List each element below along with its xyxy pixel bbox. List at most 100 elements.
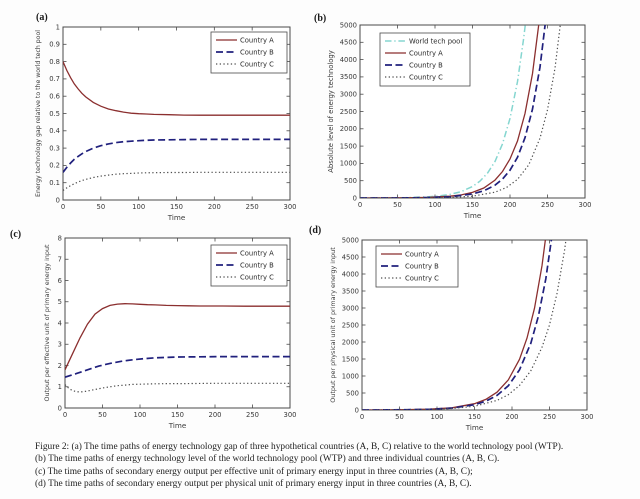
series-country-b bbox=[65, 355, 290, 379]
x-axis-label: Time bbox=[465, 423, 484, 432]
x-tick-label: 300 bbox=[284, 411, 297, 419]
y-tick-label: 3500 bbox=[342, 287, 359, 295]
x-tick-label: 0 bbox=[360, 413, 364, 421]
y-tick-label: 0.4 bbox=[49, 127, 60, 135]
x-tick-label: 100 bbox=[431, 413, 444, 421]
panel-label-a: (a) bbox=[36, 12, 48, 23]
caption-line-3: (c) The time paths of secondary energy o… bbox=[35, 466, 473, 477]
legend-box bbox=[375, 245, 459, 288]
y-tick-label: 0.2 bbox=[49, 162, 60, 170]
legend: World tech pool Country A Country B Country… bbox=[379, 32, 471, 87]
legend-label: Country A bbox=[409, 49, 443, 57]
x-axis-label: Time bbox=[463, 211, 482, 220]
x-tick-label: 100 bbox=[429, 201, 442, 209]
legend-label: Country A bbox=[405, 250, 439, 258]
legend: Country A Country B Country C bbox=[210, 31, 288, 74]
y-tick-label: 2000 bbox=[342, 338, 359, 346]
x-tick-label: 50 bbox=[395, 413, 404, 421]
y-tick-label: 7 bbox=[58, 256, 62, 264]
chart-a: 0 50 100 150 200 250 300 0 0.1 0.2 0.3 0.4 0.5 0.6 0.7… bbox=[0, 0, 320, 228]
x-tick-label: 150 bbox=[171, 411, 184, 419]
tick-marks bbox=[62, 26, 291, 201]
y-tick-label: 3000 bbox=[340, 91, 357, 99]
y-tick-label: 0.7 bbox=[49, 75, 60, 83]
legend-label: Country C bbox=[240, 60, 274, 68]
y-tick-label: 5000 bbox=[340, 21, 357, 29]
x-tick-label: 200 bbox=[208, 203, 221, 211]
x-tick-label: 200 bbox=[504, 201, 517, 209]
x-tick-label: 250 bbox=[246, 203, 259, 211]
y-tick-label: 6 bbox=[58, 277, 62, 285]
x-tick-label: 200 bbox=[506, 413, 519, 421]
legend-label: Country B bbox=[409, 61, 443, 69]
y-tick-label: 500 bbox=[344, 177, 357, 185]
series-country-a bbox=[65, 303, 290, 371]
x-tick-label: 0 bbox=[63, 411, 67, 419]
panel-label-d: (d) bbox=[309, 225, 322, 236]
x-axis-label: Time bbox=[168, 421, 187, 430]
x-tick-label: 150 bbox=[468, 413, 481, 421]
x-tick-label: 50 bbox=[98, 411, 107, 419]
y-tick-label: 0 bbox=[56, 196, 60, 204]
y-tick-label: 2 bbox=[58, 362, 62, 370]
series-group bbox=[63, 61, 290, 191]
y-tick-label: 0.3 bbox=[49, 144, 60, 152]
x-tick-label: 150 bbox=[170, 203, 183, 211]
x-tick-label: 100 bbox=[134, 411, 147, 419]
legend-label: Country A bbox=[240, 36, 274, 44]
series-group bbox=[360, 25, 561, 198]
x-tick-label: 0 bbox=[358, 201, 362, 209]
caption-line-2: (b) The time paths of energy technology … bbox=[35, 454, 500, 465]
legend-label: Country A bbox=[240, 249, 274, 257]
y-tick-label: 0.5 bbox=[49, 110, 60, 118]
y-tick-label: 2000 bbox=[340, 125, 357, 133]
y-tick-label: 0.9 bbox=[49, 41, 60, 49]
x-tick-label: 200 bbox=[209, 411, 222, 419]
figure-caption: Figure 2: (a) The time paths of energy t… bbox=[35, 441, 614, 491]
caption-line-1: Figure 2: (a) The time paths of energy t… bbox=[35, 442, 564, 452]
y-tick-label: 0 bbox=[353, 194, 357, 202]
y-axis-label: Output per physical unit of primary ener… bbox=[329, 247, 337, 403]
y-tick-label: 3500 bbox=[340, 73, 357, 81]
y-tick-label: 4000 bbox=[340, 56, 357, 64]
y-tick-label: 4 bbox=[58, 319, 62, 327]
tick-marks bbox=[361, 239, 588, 411]
legend-box bbox=[379, 32, 471, 87]
x-tick-label: 250 bbox=[246, 411, 259, 419]
y-tick-label: 0 bbox=[58, 404, 62, 412]
y-tick-label: 500 bbox=[346, 389, 359, 397]
x-tick-label: 150 bbox=[466, 201, 479, 209]
y-tick-label: 1500 bbox=[342, 355, 359, 363]
y-tick-label: 1 bbox=[56, 23, 60, 31]
y-tick-label: 4500 bbox=[340, 39, 357, 47]
legend-box bbox=[210, 31, 288, 74]
x-tick-label: 50 bbox=[97, 203, 106, 211]
y-tick-label: 4500 bbox=[342, 253, 359, 261]
y-tick-label: 5 bbox=[58, 298, 62, 306]
x-tick-label: 100 bbox=[132, 203, 145, 211]
y-tick-label: 0.6 bbox=[49, 93, 60, 101]
y-tick-label: 1000 bbox=[340, 160, 357, 168]
x-tick-label: 250 bbox=[541, 201, 554, 209]
chart-canvas-c: 0 50 100 150 200 250 300 0 1 2 3 4 5 6 7 8 Time Output pe… bbox=[43, 234, 297, 430]
series-group bbox=[65, 303, 290, 393]
legend: Country A Country B Country C bbox=[375, 245, 459, 288]
chart-canvas-d: 0 50 100 150 200 250 3000500100015002000250030… bbox=[329, 236, 594, 432]
y-tick-label: 1000 bbox=[342, 372, 359, 380]
y-tick-label: 0 bbox=[355, 406, 359, 414]
y-tick-label: 3000 bbox=[342, 304, 359, 312]
legend-label: Country B bbox=[240, 261, 274, 269]
series-country-c bbox=[63, 171, 290, 191]
y-tick-label: 3 bbox=[58, 341, 62, 349]
x-tick-label: 300 bbox=[581, 413, 594, 421]
series-country-b bbox=[63, 138, 290, 173]
x-tick-label: 50 bbox=[393, 201, 402, 209]
x-tick-label: 300 bbox=[579, 201, 592, 209]
chart-canvas-b: 0 50 100 150 200 250 3000500100015002000250030… bbox=[327, 21, 592, 220]
y-axis-label: Output per effective unit of primary ene… bbox=[43, 244, 51, 402]
tick-marks bbox=[64, 237, 291, 409]
y-tick-label: 1 bbox=[58, 383, 62, 391]
legend-box bbox=[210, 244, 288, 287]
y-tick-label: 5000 bbox=[342, 236, 359, 244]
